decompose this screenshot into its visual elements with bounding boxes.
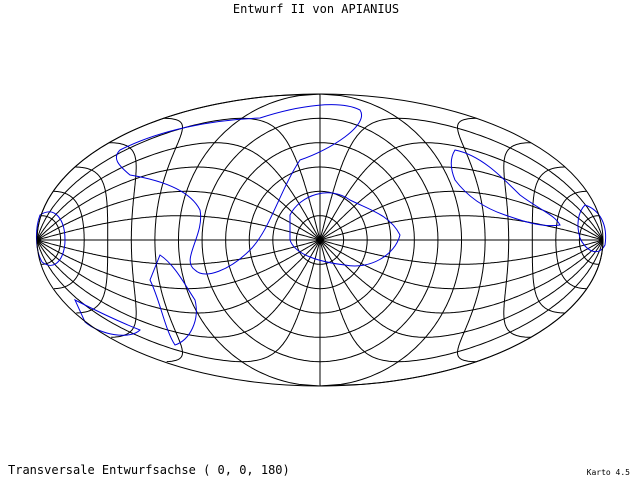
graticule (36, 93, 604, 387)
map-title: Entwurf II von APIANIUS (233, 2, 399, 16)
graticule-line (201, 117, 439, 363)
graticule-line (272, 190, 368, 290)
projection-label: Transversale Entwurfsachse ( 0, 0, 180) (8, 463, 290, 477)
coast (289, 192, 401, 267)
coast (577, 204, 607, 253)
coast (450, 149, 561, 227)
graticule-line (248, 166, 392, 314)
graticule-line (41, 215, 599, 265)
coast (36, 211, 66, 266)
graticule-line (53, 190, 587, 290)
graticule-line (74, 166, 566, 314)
graticule-line (154, 117, 486, 363)
software-label: Karto 4.5 (587, 468, 631, 477)
coast (149, 254, 197, 346)
graticule-line (225, 142, 415, 338)
coast (115, 104, 363, 275)
graticule-line (295, 215, 345, 265)
map-outline (36, 93, 604, 387)
coastlines (36, 104, 607, 346)
graticule-line (109, 142, 531, 338)
